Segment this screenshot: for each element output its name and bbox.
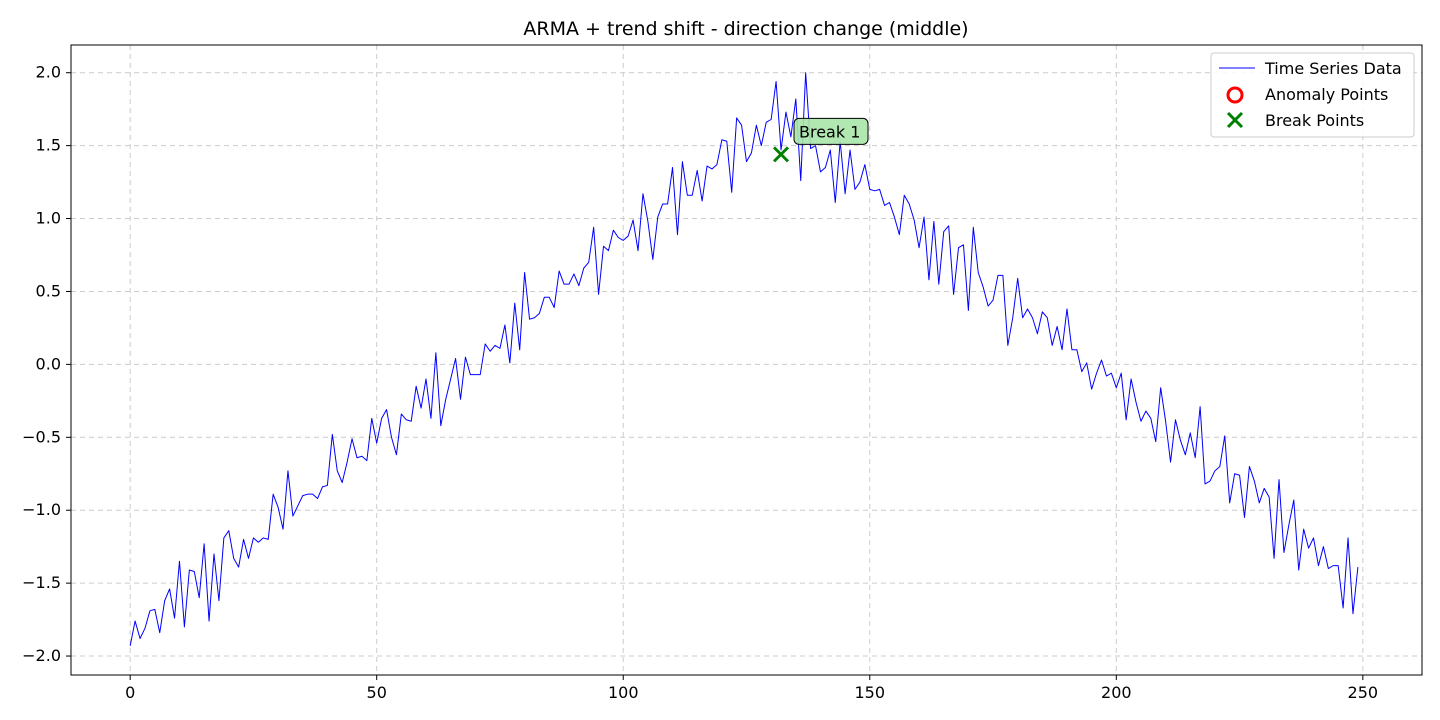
- x-tick-label: 250: [1348, 683, 1379, 702]
- series-layer: [129, 72, 1359, 646]
- legend-label-time-series: Time Series Data: [1264, 59, 1402, 78]
- legend-box: [1210, 52, 1415, 138]
- y-tick-label: −1.0: [22, 500, 61, 519]
- x-tick-label: 150: [854, 683, 885, 702]
- legend-swatch-break: [1226, 111, 1244, 129]
- break-annotation: Break 1: [793, 117, 869, 145]
- x-tick-label: 50: [367, 683, 387, 702]
- y-tick-label: −1.5: [22, 573, 61, 592]
- marker-layer: [772, 146, 790, 163]
- y-tick-label: 0.5: [36, 281, 61, 300]
- y-tick-label: 0.0: [36, 354, 61, 373]
- x-tick-label: 200: [1101, 683, 1132, 702]
- chart-title: ARMA + trend shift - direction change (m…: [523, 18, 968, 40]
- legend-swatch-anomaly: [1226, 86, 1244, 104]
- annotation-layer: Break 1: [793, 117, 869, 145]
- plot-frame: [70, 44, 1423, 676]
- legend: Time Series Data Anomaly Points Break Po…: [1210, 52, 1415, 138]
- x-tick-label: 0: [125, 683, 135, 702]
- legend-label-break: Break Points: [1265, 111, 1364, 130]
- legend-label-anomaly: Anomaly Points: [1265, 85, 1388, 104]
- y-tick-label: 1.0: [36, 209, 61, 228]
- x-tick-label: 100: [608, 683, 639, 702]
- grid: [71, 45, 1422, 675]
- break-annotation-label: Break 1: [799, 122, 860, 141]
- axis-ticks: 0 50 100 150 200 250 −2.0 −1.5 −1.0 −0.5 0.0 0.5 1.0…: [22, 63, 1378, 702]
- break-point-marker: [772, 146, 790, 163]
- y-tick-label: −2.0: [22, 646, 61, 665]
- y-tick-label: 2.0: [36, 63, 61, 82]
- series-line-time-series: [129, 72, 1359, 646]
- y-tick-label: −0.5: [22, 427, 61, 446]
- y-tick-label: 1.5: [36, 136, 61, 155]
